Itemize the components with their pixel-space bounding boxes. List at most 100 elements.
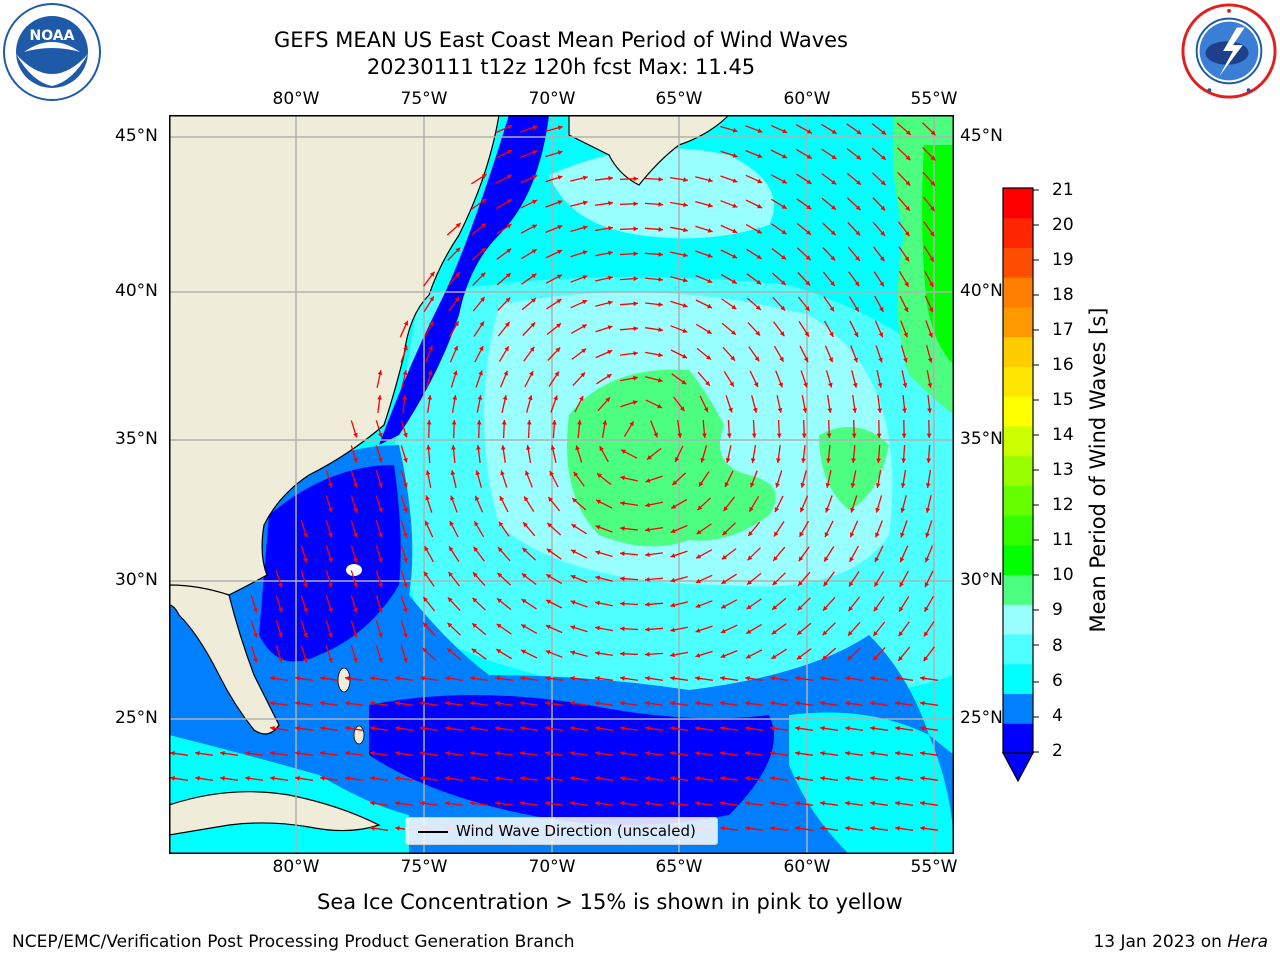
wind-wave-arrowhead (845, 675, 850, 681)
wind-wave-arrowhead (497, 598, 502, 603)
wind-wave-arrowhead (495, 750, 500, 756)
colorbar-tick-6: 6 (1052, 671, 1063, 691)
wind-wave-arrowhead (849, 581, 854, 587)
wind-wave-arrowhead (547, 523, 553, 528)
wind-wave-arrowhead (426, 445, 431, 450)
wind-wave-arrowhead (873, 631, 878, 636)
wind-wave-arrowhead (425, 495, 430, 501)
wind-wave-arrowhead (745, 750, 750, 756)
wind-wave-arrowhead (422, 647, 428, 653)
wind-wave-arrowhead (782, 128, 788, 134)
wind-wave-arrowhead (720, 700, 725, 706)
wind-wave-arrowhead (545, 650, 551, 655)
wind-wave-arrowhead (570, 675, 575, 681)
wind-wave-arrowhead (402, 370, 408, 376)
lat-label-left-40n: 40°N (115, 281, 158, 301)
wind-wave-arrowhead (620, 725, 625, 731)
wind-wave-arrowhead (848, 606, 853, 612)
wind-wave-arrowhead (820, 775, 825, 781)
wind-wave-arrowhead (645, 552, 650, 557)
colorbar-block (1003, 515, 1033, 546)
wind-wave-arrowhead (645, 502, 650, 508)
wind-wave-arrowhead (756, 279, 762, 285)
wind-wave-arrowhead (770, 750, 775, 756)
wind-wave-arrowhead (774, 507, 780, 513)
wind-wave-arrowhead (901, 458, 907, 463)
wind-wave-arrowhead (720, 800, 725, 806)
wind-wave-arrowhead (606, 374, 612, 379)
wind-wave-arrowhead (879, 256, 885, 262)
wind-wave-arrowhead (731, 304, 737, 310)
lon-label-bottom-70w: 70°W (528, 857, 576, 877)
wind-wave-arrowhead (729, 381, 734, 387)
wind-wave-arrowhead (879, 281, 884, 287)
wind-wave-arrowhead (270, 775, 275, 781)
wind-wave-arrowhead (470, 800, 475, 806)
wind-wave-arrowhead (270, 750, 275, 756)
wind-wave-arrowhead (695, 700, 700, 706)
wind-wave-arrowhead (532, 150, 538, 155)
wind-wave-arrowhead (795, 775, 800, 781)
wind-wave-arrowhead (546, 574, 552, 579)
colorbar-tick-14: 14 (1052, 425, 1074, 445)
wind-wave-arrowhead (378, 557, 383, 563)
wind-wave-arrowhead (554, 371, 559, 377)
wind-wave-arrowhead (657, 377, 663, 383)
wind-wave-arrowhead (721, 579, 727, 584)
noaa-logo: NOAA (3, 3, 101, 101)
wind-wave-arrowhead (827, 408, 833, 413)
wind-wave-arrowhead (924, 582, 930, 588)
wind-wave-arrowhead (681, 379, 687, 385)
wind-wave-arrowhead (877, 408, 882, 413)
wind-wave-arrowhead (447, 597, 453, 603)
wind-wave-arrowhead (645, 478, 651, 483)
colorbar (1001, 187, 1039, 783)
wind-wave-arrowhead (880, 180, 886, 186)
wind-wave-arrowhead (595, 600, 600, 606)
wind-wave-arrowhead (320, 675, 325, 681)
wind-wave-arrowhead (370, 675, 375, 681)
wind-wave-arrowhead (303, 582, 308, 588)
wind-wave-arrowhead (426, 420, 432, 425)
wind-wave-arrowhead (929, 256, 934, 262)
wind-wave-arrowhead (570, 650, 576, 656)
wind-wave-arrowhead (423, 597, 428, 602)
wind-wave-arrowhead (895, 825, 900, 831)
wind-wave-arrowhead (870, 700, 875, 706)
wind-wave-arrowhead (806, 154, 812, 159)
wind-wave-arrowhead (845, 800, 850, 806)
wind-wave-arrowhead (377, 370, 383, 375)
wind-wave-arrowhead (633, 176, 638, 182)
wind-wave-arrowhead (581, 324, 587, 329)
wind-wave-arrowhead (470, 775, 475, 781)
wind-wave-arrowhead (545, 800, 550, 806)
wind-wave-arrowhead (927, 408, 932, 413)
wind-wave-arrowhead (377, 395, 382, 400)
wind-wave-arrowhead (924, 606, 929, 612)
wind-wave-arrowhead (570, 750, 575, 756)
wind-wave-arrowhead (670, 725, 675, 731)
period-band-9-10-east (819, 427, 889, 510)
wind-wave-arrowhead (645, 651, 650, 657)
wind-wave-arrowhead (707, 202, 713, 208)
wind-wave-arrowhead (696, 529, 702, 535)
wind-wave-arrowhead (571, 549, 576, 555)
wind-wave-arrowhead (403, 457, 408, 463)
wind-wave-arrowhead (645, 577, 650, 582)
wind-wave-arrowhead (707, 253, 713, 258)
wind-wave-arrowhead (923, 656, 929, 662)
map-title: GEFS MEAN US East Coast Mean Period of W… (274, 28, 848, 52)
wind-wave-arrowhead (770, 725, 775, 731)
lon-label-top-70w: 70°W (528, 89, 576, 109)
colorbar-block (1003, 723, 1033, 754)
wind-wave-arrowhead (220, 775, 225, 781)
noaa-logo-text: NOAA (30, 28, 75, 44)
colorbar-block (1003, 574, 1033, 605)
colorbar-tick-11: 11 (1052, 530, 1074, 550)
wind-wave-arrowhead (498, 521, 504, 527)
wind-wave-arrowhead (670, 602, 676, 608)
wind-wave-arrowhead (779, 356, 784, 362)
wind-wave-arrowhead (478, 346, 484, 351)
wind-wave-arrowhead (848, 630, 853, 636)
wind-wave-arrowhead (345, 750, 350, 756)
